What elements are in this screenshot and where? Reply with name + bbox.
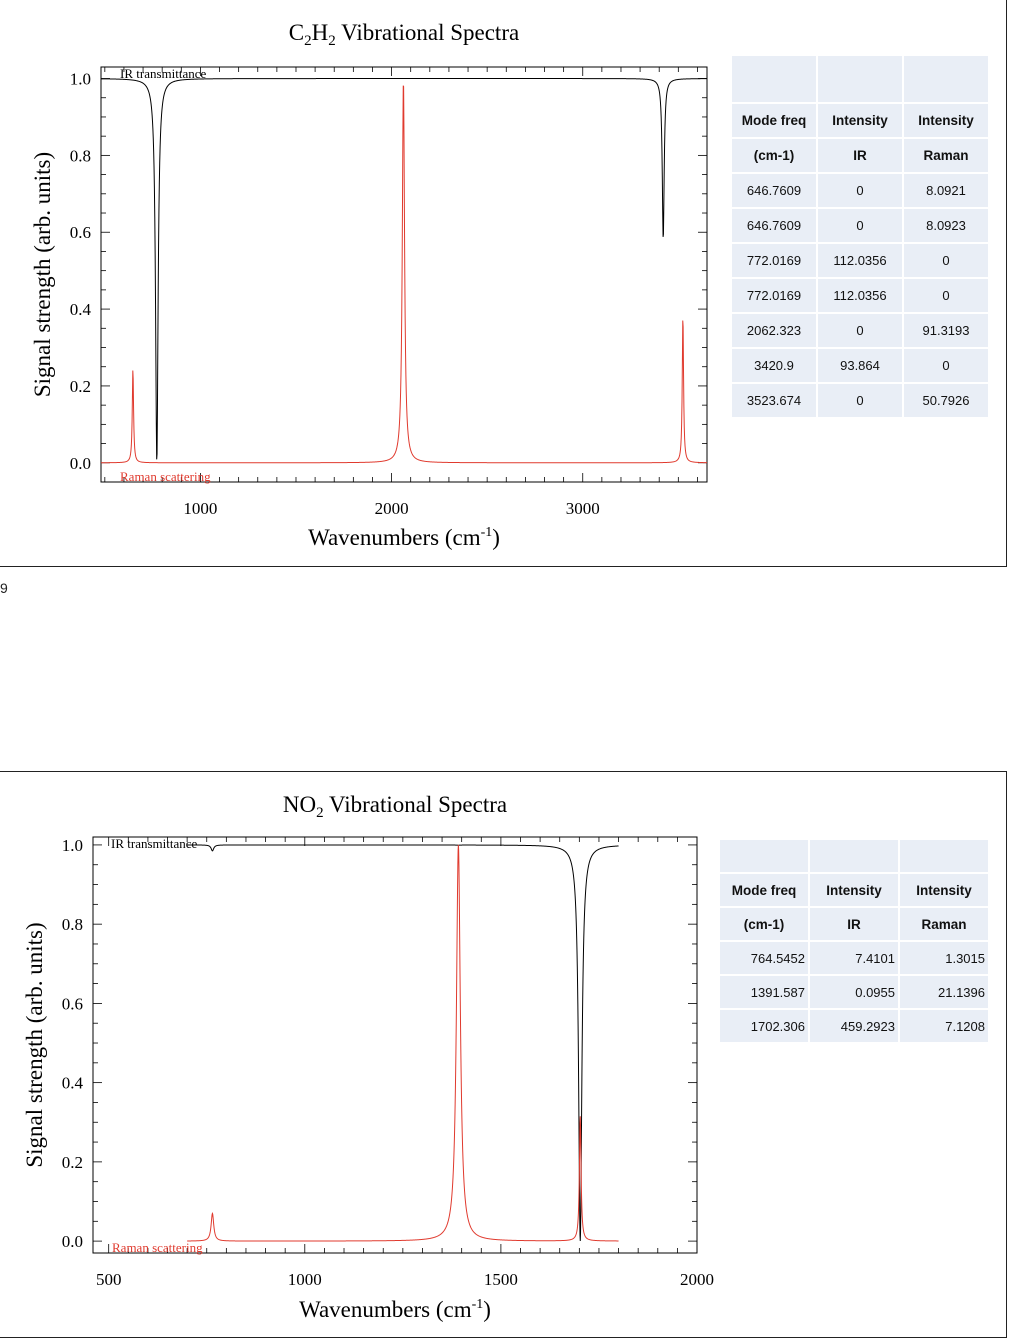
table-row: 1391.587 0.0955 21.1396 [720, 976, 988, 1008]
header-mode-freq: Mode freq [720, 874, 808, 906]
title-part: NO [283, 792, 316, 817]
header-intensity-raman: Intensity [900, 874, 988, 906]
ir-transmittance-line [187, 844, 619, 1242]
y-tick-label: 1.0 [62, 836, 83, 855]
header-mode-freq: Mode freq [732, 104, 816, 137]
stray-character: 9 [0, 580, 8, 596]
no2-mode-table: Mode freq Intensity Intensity (cm-1) IR … [718, 838, 990, 1044]
chart-title: NO2 Vibrational Spectra [283, 792, 507, 821]
y-axis-label: Signal strength (arb. units) [30, 152, 55, 397]
table-row: 2062.323 0 91.3193 [732, 314, 988, 347]
x-tick-label: 3000 [566, 499, 600, 518]
raman-legend-label: Raman scattering [112, 1240, 203, 1255]
title-subscript: 2 [316, 805, 324, 821]
title-part: H [312, 20, 329, 45]
plot-frame [92, 836, 698, 1254]
subheader-raman: Raman [900, 908, 988, 940]
y-tick-label: 0.6 [70, 223, 91, 242]
ir-legend-label: IR transmittance [111, 836, 198, 851]
table-row: 646.7609 0 8.0923 [732, 209, 988, 242]
ir-legend-label: IR transmittance [120, 66, 207, 81]
table-row: 1702.306 459.2923 7.1208 [720, 1010, 988, 1042]
title-subscript: 2 [328, 33, 336, 49]
y-tick-label: 0.4 [70, 300, 92, 319]
y-tick-label: 1.0 [70, 70, 91, 89]
plot-frame [100, 66, 708, 483]
subheader-unit: (cm-1) [732, 139, 816, 172]
y-tick-label: 0.0 [70, 454, 91, 473]
subheader-ir: IR [810, 908, 898, 940]
table-row: 764.5452 7.4101 1.3015 [720, 942, 988, 974]
y-tick-label: 0.2 [62, 1153, 83, 1172]
x-axis-label: Wavenumbers (cm-1) [299, 1297, 491, 1322]
title-part: Vibrational Spectra [336, 20, 519, 45]
subheader-unit: (cm-1) [720, 908, 808, 940]
x-tick-label: 500 [96, 1270, 122, 1289]
x-tick-label: 1000 [288, 1270, 322, 1289]
x-axis-label: Wavenumbers (cm-1) [308, 525, 500, 550]
title-subscript: 2 [304, 33, 312, 49]
y-tick-label: 0.8 [70, 146, 91, 165]
raman-scattering-line [100, 85, 707, 464]
title-part: Vibrational Spectra [324, 792, 507, 817]
ir-transmittance-line [101, 78, 707, 460]
chart-title: C2H2 Vibrational Spectra [289, 20, 519, 49]
header-intensity-ir: Intensity [810, 874, 898, 906]
header-intensity-raman: Intensity [904, 104, 988, 137]
x-tick-label: 1000 [183, 499, 217, 518]
raman-scattering-line [187, 844, 619, 1242]
raman-legend-label: Raman scattering [120, 469, 211, 484]
y-tick-label: 0.6 [62, 994, 83, 1013]
subheader-raman: Raman [904, 139, 988, 172]
table-row: 772.0169 112.0356 0 [732, 279, 988, 312]
x-tick-label: 1500 [484, 1270, 518, 1289]
table-row: 772.0169 112.0356 0 [732, 244, 988, 277]
header-intensity-ir: Intensity [818, 104, 902, 137]
y-axis-label: Signal strength (arb. units) [22, 922, 47, 1167]
c2h2-mode-table: Mode freq Intensity Intensity (cm-1) IR … [730, 54, 990, 419]
y-tick-label: 0.0 [62, 1232, 83, 1251]
y-tick-label: 0.2 [70, 377, 91, 396]
subheader-ir: IR [818, 139, 902, 172]
table-row: 3420.9 93.864 0 [732, 349, 988, 382]
x-tick-label: 2000 [680, 1270, 714, 1289]
y-tick-label: 0.4 [62, 1074, 84, 1093]
x-tick-label: 2000 [375, 499, 409, 518]
table-row: 646.7609 0 8.0921 [732, 174, 988, 207]
y-tick-label: 0.8 [62, 915, 83, 934]
title-part: C [289, 20, 304, 45]
table-row: 3523.674 0 50.7926 [732, 384, 988, 417]
